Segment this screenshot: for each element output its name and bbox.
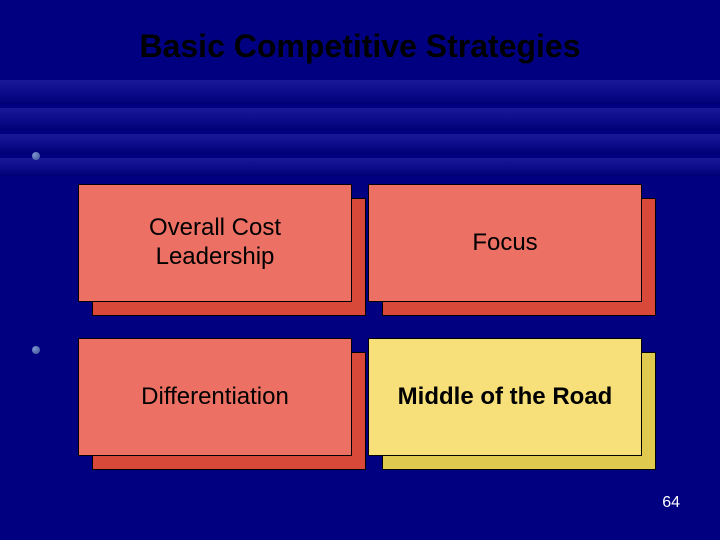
box-face: Focus [368,184,642,302]
page-number: 64 [662,494,680,512]
strategy-box: Overall Cost Leadership [78,184,366,316]
strategy-box: Differentiation [78,338,366,470]
strategy-label: Middle of the Road [374,383,637,412]
box-face: Differentiation [78,338,352,456]
strategy-label: Focus [448,229,561,258]
strategy-label: Overall Cost Leadership [79,214,351,272]
bullet-icon [32,152,40,160]
strategy-box: Middle of the Road [368,338,656,470]
bullet-icon [32,346,40,354]
bg-stripe [0,134,720,154]
bg-stripe [0,158,720,176]
strategy-box: Focus [368,184,656,316]
bg-stripe [0,108,720,130]
slide-title: Basic Competitive Strategies [0,28,720,65]
box-face: Overall Cost Leadership [78,184,352,302]
box-face: Middle of the Road [368,338,642,456]
strategy-label: Differentiation [117,383,313,412]
bg-stripe [0,80,720,104]
